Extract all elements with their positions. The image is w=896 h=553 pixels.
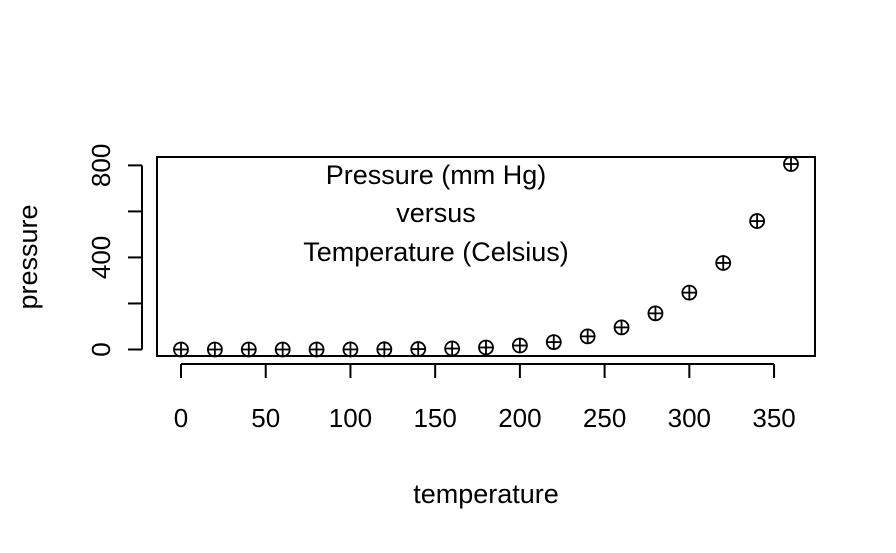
x-tick-label: 150 bbox=[413, 403, 456, 433]
data-point bbox=[308, 341, 325, 358]
data-point bbox=[410, 341, 427, 357]
data-point bbox=[376, 341, 393, 358]
data-point bbox=[783, 156, 799, 172]
plot-frame bbox=[156, 156, 816, 357]
data-point bbox=[545, 334, 562, 351]
data-point bbox=[749, 213, 766, 229]
data-point bbox=[478, 339, 494, 356]
y-tick-label: 800 bbox=[86, 144, 116, 187]
data-point bbox=[511, 337, 528, 354]
data-point bbox=[715, 255, 732, 271]
x-axis-label: temperature bbox=[413, 479, 559, 509]
annotation-line-1: Pressure (mm Hg) bbox=[326, 160, 547, 190]
y-axis-label: pressure bbox=[13, 204, 43, 309]
data-points bbox=[173, 156, 799, 358]
x-tick-label: 200 bbox=[498, 403, 541, 433]
y-axis: 0 400 800 bbox=[86, 144, 143, 357]
data-point bbox=[173, 341, 189, 358]
x-axis: 0 50 100 150 200 250 300 350 bbox=[174, 363, 796, 433]
y-tick-label: 400 bbox=[86, 236, 116, 279]
data-point bbox=[579, 328, 596, 345]
x-tick-label: 0 bbox=[174, 403, 188, 433]
x-tick-label: 350 bbox=[752, 403, 795, 433]
x-tick-label: 250 bbox=[583, 403, 626, 433]
data-point bbox=[613, 319, 630, 336]
data-point bbox=[240, 341, 257, 358]
x-tick-label: 50 bbox=[251, 403, 280, 433]
data-point bbox=[681, 284, 698, 301]
y-tick-label: 0 bbox=[86, 342, 116, 356]
data-point bbox=[444, 340, 461, 357]
annotation-line-2: versus bbox=[396, 198, 476, 228]
x-tick-label: 100 bbox=[329, 403, 372, 433]
data-point bbox=[206, 341, 223, 358]
data-point bbox=[647, 305, 664, 322]
x-tick-label: 300 bbox=[668, 403, 711, 433]
data-point bbox=[342, 341, 359, 358]
annotation-line-3: Temperature (Celsius) bbox=[303, 237, 569, 267]
data-point bbox=[274, 341, 291, 358]
